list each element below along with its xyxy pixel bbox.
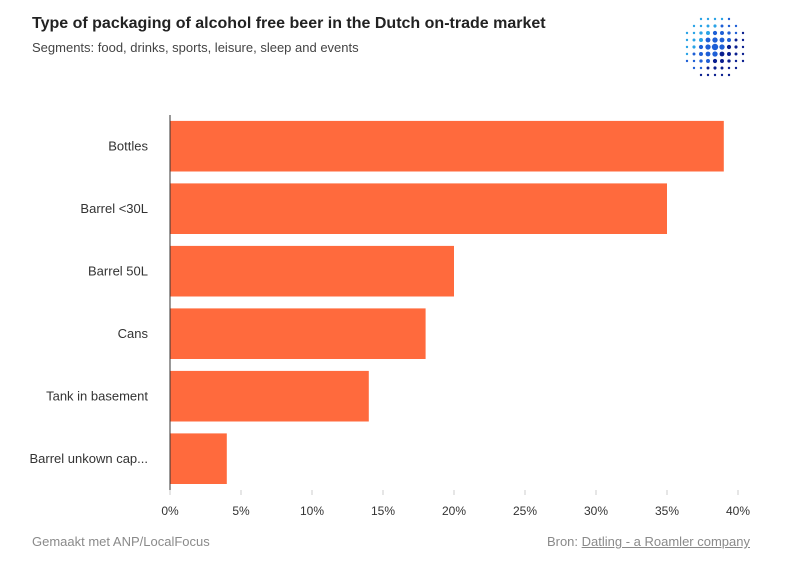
- logo-dot: [699, 73, 703, 77]
- logo-dot: [727, 31, 731, 35]
- logo-dot: [734, 52, 738, 56]
- logo-dot: [711, 43, 719, 51]
- logo-dot: [734, 38, 738, 42]
- logo-dot: [720, 31, 724, 35]
- category-label: Barrel <30L: [80, 201, 148, 216]
- logo-dot: [727, 38, 731, 42]
- logo-dot: [727, 73, 731, 77]
- logo-dot: [734, 31, 738, 35]
- logo-dot: [692, 24, 696, 28]
- logo-dot: [720, 66, 724, 70]
- logo-dot: [706, 73, 710, 77]
- chart-title: Type of packaging of alcohol free beer i…: [32, 15, 546, 32]
- logo-dot: [713, 73, 717, 77]
- logo-dot: [712, 51, 718, 57]
- logo-dot: [699, 17, 703, 21]
- source-prefix: Bron:: [546, 534, 579, 549]
- logo-dot: [699, 24, 703, 28]
- logo-dot: [692, 52, 696, 56]
- logo-dot: [685, 52, 689, 56]
- logo-dot: [706, 31, 710, 35]
- chart-subtitle: Segments: food, drinks, sports, leisure,…: [32, 40, 359, 55]
- logo-dot: [706, 17, 710, 21]
- logo-dot: [713, 66, 717, 70]
- category-label: Bottles: [108, 138, 148, 153]
- logo-dot: [692, 66, 696, 70]
- bar: [170, 433, 227, 484]
- logo-dot: [734, 24, 738, 28]
- logo-dot: [719, 51, 725, 57]
- logo-dot: [719, 44, 725, 50]
- logo-dot: [741, 45, 745, 49]
- x-tick-label: 5%: [232, 504, 250, 518]
- logo-dot: [720, 73, 724, 77]
- logo-dot: [706, 59, 710, 63]
- logo-dot: [705, 44, 711, 50]
- logo-dot: [734, 59, 738, 63]
- made-with-credit: Gemaakt met ANP/LocalFocus: [32, 534, 210, 549]
- dotted-sphere-logo-icon: [685, 17, 745, 77]
- logo-dot: [685, 31, 689, 35]
- logo-dot: [698, 44, 704, 50]
- logo-dot: [699, 52, 703, 56]
- logo-dot: [692, 45, 696, 49]
- x-tick-label: 0%: [161, 504, 179, 518]
- x-tick-label: 10%: [300, 504, 324, 518]
- logo-dot: [699, 66, 703, 70]
- source-credit: Bron: Datling - a Roamler company: [547, 534, 750, 549]
- category-label: Barrel unkown cap...: [29, 451, 148, 466]
- logo-dot: [699, 31, 703, 35]
- logo-dot: [699, 38, 703, 42]
- category-label: Cans: [118, 326, 149, 341]
- category-label: Barrel 50L: [88, 263, 148, 278]
- logo-dot: [741, 52, 745, 56]
- x-tick-label: 30%: [584, 504, 608, 518]
- logo-dot: [727, 24, 731, 28]
- logo-dot: [712, 58, 718, 64]
- logo-dot: [713, 24, 717, 28]
- x-tick-label: 40%: [726, 504, 750, 518]
- logo-dot: [727, 66, 731, 70]
- logo-dot: [720, 24, 724, 28]
- logo-dot: [741, 38, 745, 42]
- logo-dot: [712, 37, 718, 43]
- logo-dot: [727, 52, 731, 56]
- logo-dot: [719, 37, 725, 43]
- logo-dot: [734, 45, 738, 49]
- bar: [170, 183, 667, 234]
- logo-dot: [699, 59, 703, 63]
- logo-dot: [712, 30, 718, 36]
- logo-dot: [685, 38, 689, 42]
- logo-dot: [705, 37, 711, 43]
- x-tick-label: 35%: [655, 504, 679, 518]
- logo-dot: [720, 17, 724, 21]
- logo-dot: [713, 17, 717, 21]
- x-tick-label: 25%: [513, 504, 537, 518]
- logo-dot: [741, 31, 745, 35]
- bar: [170, 120, 724, 172]
- logo-dot: [726, 44, 732, 50]
- x-tick-label: 20%: [442, 504, 466, 518]
- logo-dot: [720, 59, 724, 63]
- source-link[interactable]: Datling - a Roamler company: [581, 534, 750, 549]
- logo-dot: [727, 17, 731, 21]
- bar: [170, 308, 426, 359]
- logo-dot: [734, 66, 738, 70]
- bar: [170, 245, 454, 297]
- logo-dot: [727, 59, 731, 63]
- logo-dot: [706, 24, 710, 28]
- bar: [170, 370, 369, 422]
- logo-dot: [685, 45, 689, 49]
- logo-dot: [692, 59, 696, 63]
- logo-dot: [741, 59, 745, 63]
- logo-dot: [705, 51, 711, 57]
- x-tick-label: 15%: [371, 504, 395, 518]
- logo-dot: [692, 38, 696, 42]
- logo-dot: [706, 66, 710, 70]
- logo-dot: [685, 59, 689, 63]
- category-label: Tank in basement: [46, 388, 148, 403]
- logo-dot: [692, 31, 696, 35]
